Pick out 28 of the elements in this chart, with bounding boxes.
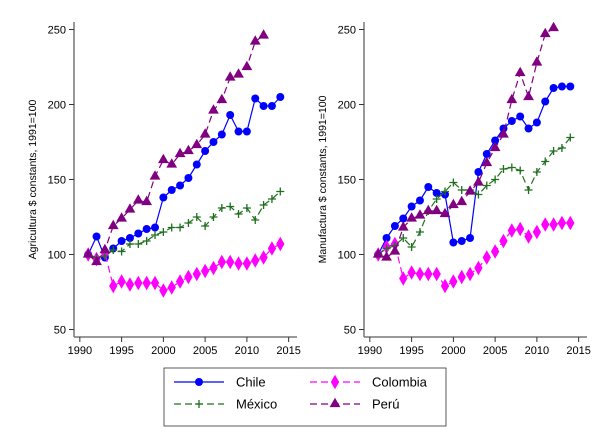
x-tick-label: 2000: [441, 345, 466, 357]
x-tick-label: 2015: [566, 345, 591, 357]
y-axis-title: Agricultura $ constants, 1991=100: [27, 100, 39, 260]
x-tick-label: 2000: [151, 345, 176, 357]
x-tick-label: 1995: [399, 345, 424, 357]
x-tick-label: 2005: [192, 345, 218, 357]
x-tick-label: 2010: [234, 345, 260, 357]
y-tick-label: 250: [48, 24, 66, 36]
legend-label: México: [236, 396, 278, 412]
y-tick-label: 150: [338, 174, 356, 186]
legend-label: Chile: [236, 374, 266, 390]
y-tick-label: 50: [54, 324, 66, 336]
y-axis-title: Manufactura $ constants, 1991=100: [317, 95, 329, 264]
x-tick-label: 1990: [68, 345, 92, 357]
x-tick-label: 2010: [524, 345, 550, 357]
y-tick-label: 150: [48, 174, 66, 186]
y-tick-label: 100: [338, 249, 356, 262]
y-tick-label: 200: [48, 99, 66, 112]
x-tick-label: 1995: [109, 345, 134, 357]
y-tick-label: 100: [48, 249, 66, 262]
legend-label: Perú: [372, 396, 400, 412]
y-tick-label: 50: [344, 324, 356, 336]
x-tick-label: 2005: [482, 345, 508, 357]
y-tick-label: 200: [338, 99, 356, 112]
legend-label: Colombia: [372, 374, 428, 390]
y-tick-label: 250: [338, 24, 356, 36]
x-tick-label: 1990: [358, 345, 382, 357]
x-tick-label: 2015: [276, 345, 301, 357]
